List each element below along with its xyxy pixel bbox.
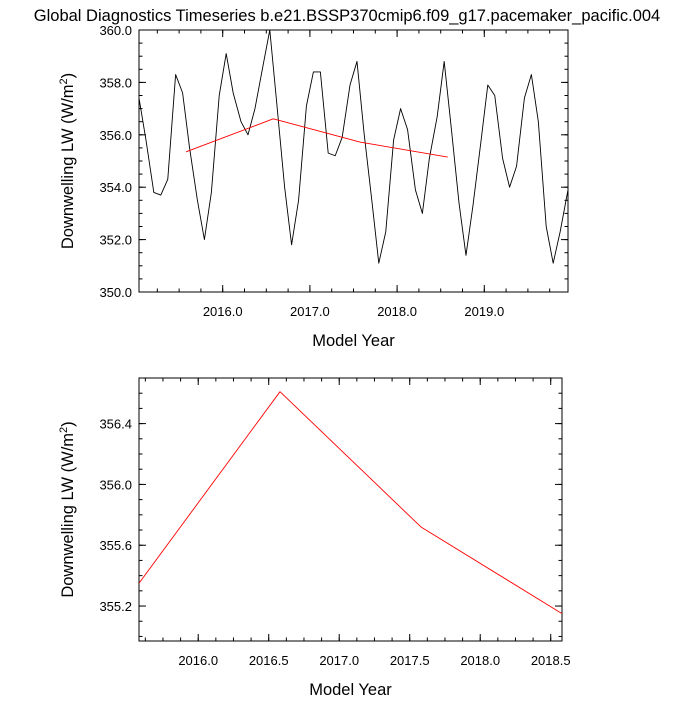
chart-panel-2: 2016.0 2016.5 2017.0 2017.5 2018.0 2018.5 355.… <box>58 377 571 699</box>
y-tick-label: 360.0 <box>99 23 132 38</box>
series-line-1 <box>139 391 562 615</box>
series-line-2 <box>185 118 448 158</box>
plot-frame <box>138 377 563 642</box>
x-tick-label: 2017.0 <box>319 653 359 668</box>
y-axis-label: Downwelling LW (W/m2) <box>58 73 77 249</box>
x-tick-label: 2016.0 <box>178 653 218 668</box>
x-tick-label: 2017.5 <box>390 653 430 668</box>
series-group <box>139 30 568 264</box>
x-tick-label: 2018.0 <box>377 304 417 319</box>
y-tick-label: 350.0 <box>99 285 132 300</box>
y-axis-label-close: ) <box>59 421 77 427</box>
y-tick-label: 356.0 <box>99 128 132 143</box>
y-axis-label: Downwelling LW (W/m2) <box>58 421 77 597</box>
x-tick-label: 2017.0 <box>290 304 330 319</box>
x-axis-label: Model Year <box>312 332 395 350</box>
figure-title: Global Diagnostics Timeseries b.e21.BSSP… <box>34 7 660 25</box>
y-tick-label: 355.2 <box>99 599 132 614</box>
y-axis-label-text: Downwelling LW (W/m <box>59 84 77 249</box>
y-axis-label-superscript: 2 <box>58 78 70 84</box>
y-tick-label: 356.0 <box>99 477 132 492</box>
series-line-1 <box>139 30 568 264</box>
chart-panel-1: 2016.0 2017.0 2018.0 2019.0 350.0 352.0 354.0 3… <box>58 23 569 350</box>
y-tick-label: 352.0 <box>99 233 132 248</box>
x-axis-label: Model Year <box>309 681 392 699</box>
y-axis-label-text: Downwelling LW (W/m <box>59 433 77 598</box>
y-tick-label: 358.0 <box>99 75 132 90</box>
y-axis-label-superscript: 2 <box>58 427 70 433</box>
x-tick-label: 2018.0 <box>460 653 500 668</box>
y-tick-label: 354.0 <box>99 180 132 195</box>
x-tick-label: 2019.0 <box>464 304 504 319</box>
y-tick-label: 356.4 <box>99 417 132 432</box>
series-group <box>139 391 562 615</box>
x-tick-label: 2018.5 <box>531 653 571 668</box>
x-tick-label: 2016.5 <box>249 653 289 668</box>
y-axis-label-close: ) <box>59 73 77 79</box>
x-tick-label: 2016.0 <box>203 304 243 319</box>
y-tick-label: 355.6 <box>99 538 132 553</box>
